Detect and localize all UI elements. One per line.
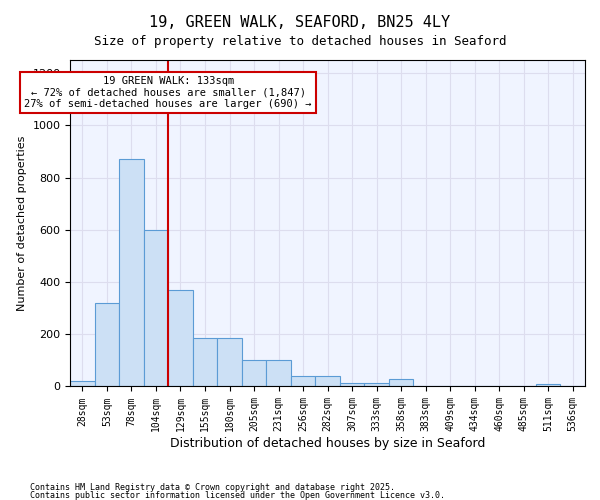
Bar	[168, 290, 193, 386]
Bar	[95, 303, 119, 386]
Bar	[193, 338, 217, 386]
Text: 19 GREEN WALK: 133sqm
← 72% of detached houses are smaller (1,847)
27% of semi-d: 19 GREEN WALK: 133sqm ← 72% of detached …	[25, 76, 312, 109]
Bar	[119, 159, 144, 386]
Bar	[316, 376, 340, 386]
Bar	[266, 360, 291, 386]
Bar	[536, 384, 560, 386]
Text: Contains HM Land Registry data © Crown copyright and database right 2025.: Contains HM Land Registry data © Crown c…	[30, 483, 395, 492]
Y-axis label: Number of detached properties: Number of detached properties	[17, 136, 27, 311]
Bar	[340, 382, 364, 386]
Bar	[389, 378, 413, 386]
Bar	[70, 381, 95, 386]
Bar	[364, 382, 389, 386]
Text: Contains public sector information licensed under the Open Government Licence v3: Contains public sector information licen…	[30, 490, 445, 500]
Bar	[217, 338, 242, 386]
X-axis label: Distribution of detached houses by size in Seaford: Distribution of detached houses by size …	[170, 437, 485, 450]
Bar	[291, 376, 316, 386]
Bar	[242, 360, 266, 386]
Text: Size of property relative to detached houses in Seaford: Size of property relative to detached ho…	[94, 35, 506, 48]
Text: 19, GREEN WALK, SEAFORD, BN25 4LY: 19, GREEN WALK, SEAFORD, BN25 4LY	[149, 15, 451, 30]
Bar	[144, 230, 168, 386]
